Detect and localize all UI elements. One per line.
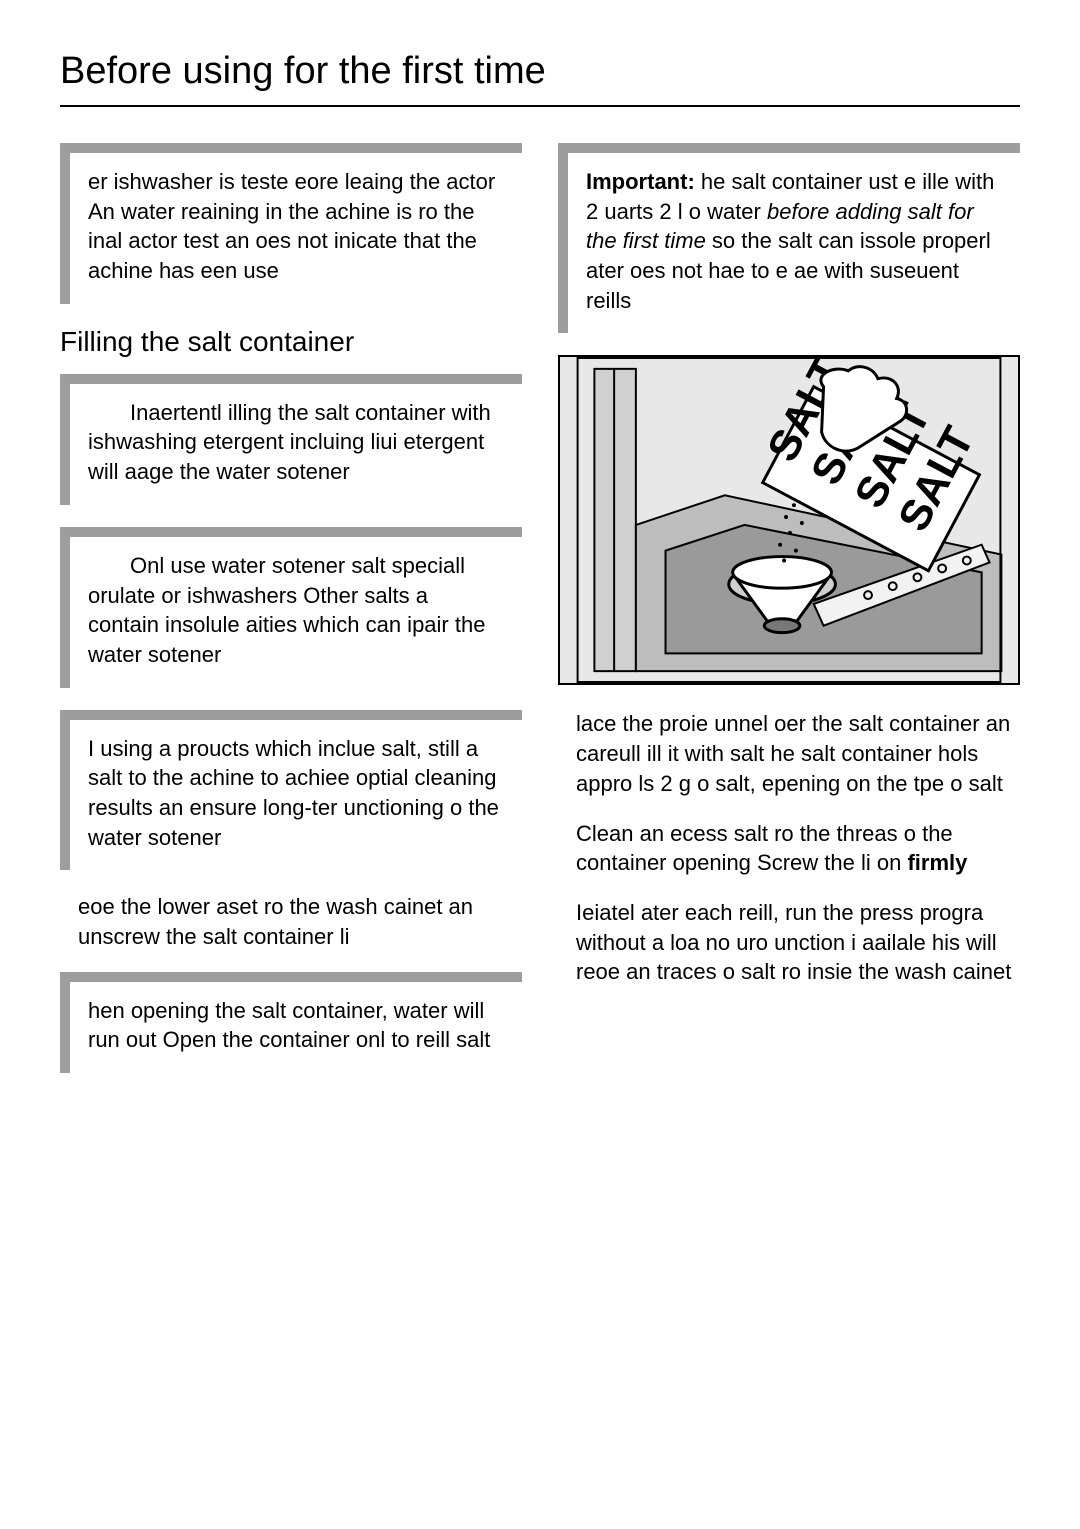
box-text: er ishwasher is teste eore leaing the ac…: [88, 169, 495, 283]
box-text: hen opening the salt container, water wi…: [88, 998, 490, 1053]
step-remove-basket: eoe the lower aset ro the wash cainet an…: [60, 892, 522, 951]
box-text: I using a proucts which inclue salt, sti…: [88, 736, 499, 850]
info-box-factory-test: er ishwasher is teste eore leaing the ac…: [60, 143, 522, 304]
warning-box-detergent: Inaertentl illing the salt container wit…: [60, 374, 522, 505]
warning-box-salt-type: Onl use water sotener salt speciall orul…: [60, 527, 522, 688]
step-run-program: Ieiatel ater each reill, run the press p…: [558, 898, 1020, 987]
step-clean-screw: Clean an ecess salt ro the threas o the …: [558, 819, 1020, 878]
right-column: Important: he salt container ust e ille …: [558, 143, 1020, 1095]
step-funnel-fill: lace the proie unnel oer the salt contai…: [558, 709, 1020, 798]
warning-box-water-runout: hen opening the salt container, water wi…: [60, 972, 522, 1073]
important-box-water-first: Important: he salt container ust e ille …: [558, 143, 1020, 333]
salt-funnel-svg: SALT SALT SALT SALT: [560, 357, 1018, 683]
box-text: Onl use water sotener salt speciall orul…: [88, 551, 504, 670]
two-column-layout: er ishwasher is teste eore leaing the ac…: [60, 143, 1020, 1095]
page-title: Before using for the first time: [60, 50, 1020, 107]
section-title-salt: Filling the salt container: [60, 326, 522, 358]
left-column: er ishwasher is teste eore leaing the ac…: [60, 143, 522, 1095]
info-box-combi-products: I using a proucts which inclue salt, sti…: [60, 710, 522, 871]
illustration-salt-filling: SALT SALT SALT SALT: [558, 355, 1020, 685]
box-text: Inaertentl illing the salt container wit…: [88, 398, 504, 487]
firmly-bold: firmly: [907, 850, 967, 875]
text-run: Clean an ecess salt ro the threas o the …: [576, 821, 953, 876]
important-label: Important:: [586, 169, 695, 194]
